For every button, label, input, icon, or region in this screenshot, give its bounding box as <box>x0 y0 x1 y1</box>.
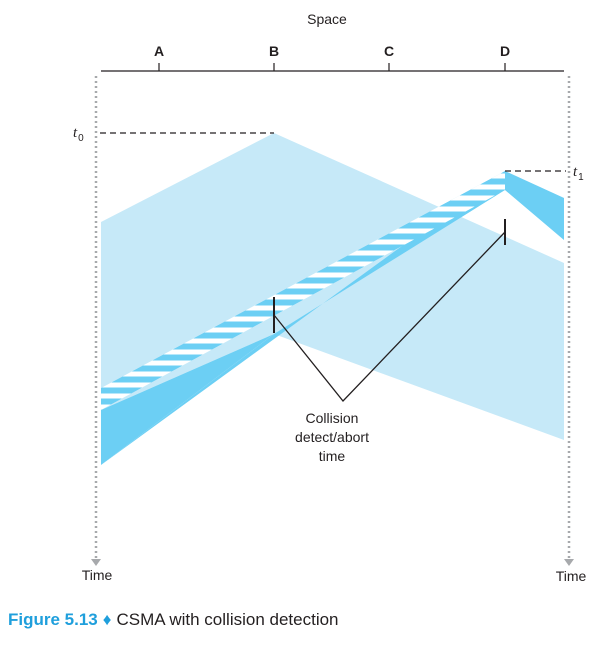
space-axis-label: Space <box>307 11 347 27</box>
d-wave-band <box>101 171 564 465</box>
t1-label: t1 <box>573 164 584 183</box>
figure-caption: Figure 5.13 ♦ CSMA with collision detectio… <box>8 610 339 630</box>
node-b-label: B <box>269 43 279 59</box>
collision-pointer <box>273 231 506 402</box>
t0-label: t0 <box>73 125 84 144</box>
annotation-line-3: time <box>319 448 346 464</box>
node-c-label: C <box>384 43 394 59</box>
node-a-label: A <box>154 43 164 59</box>
b-transmission-region <box>101 133 564 440</box>
time-label-left: Time <box>82 567 113 583</box>
time-arrow-left <box>91 559 101 566</box>
caption-text: CSMA with collision detection <box>116 610 339 629</box>
node-d-label: D <box>500 43 510 59</box>
time-arrow-right <box>564 559 574 566</box>
annotation-line-1: Collision <box>306 410 359 426</box>
figure-number: Figure 5.13 <box>8 610 98 629</box>
time-label-right: Time <box>556 568 587 584</box>
caption-separator-icon: ♦ <box>102 610 112 629</box>
annotation-line-2: detect/abort <box>295 429 369 445</box>
